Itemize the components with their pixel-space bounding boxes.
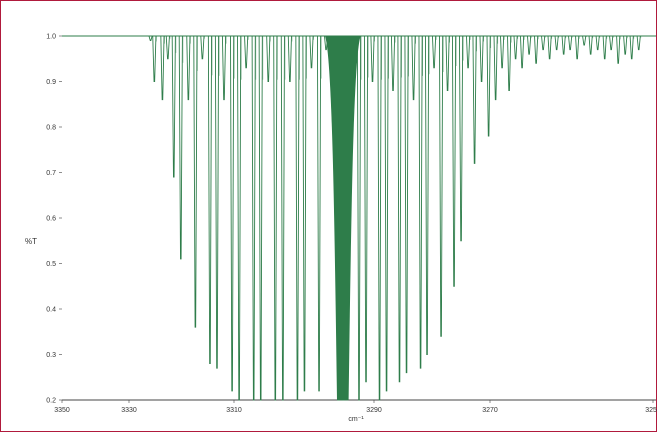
x-tick-label: 3350: [54, 407, 70, 414]
absorption-line: [266, 35, 271, 82]
y-tick-label: 0.9: [46, 79, 56, 86]
y-tick-label: 0.3: [46, 352, 56, 359]
absorption-line: [411, 35, 416, 101]
y-tick-label: 0.7: [46, 170, 56, 177]
absorption-line: [479, 35, 484, 82]
absorption-line: [295, 35, 300, 401]
absorption-line: [439, 35, 444, 337]
y-tick-label: 1.0: [46, 34, 56, 41]
absorption-line: [582, 35, 587, 46]
y-tick-label: 0.4: [46, 307, 56, 314]
x-tick-label: 3290: [366, 407, 382, 414]
x-axis-label: cm⁻¹: [348, 416, 364, 423]
y-tick-label: 0.5: [46, 261, 56, 268]
absorption-line: [152, 35, 157, 82]
absorption-line: [588, 35, 593, 55]
absorption-line: [466, 35, 471, 69]
absorption-line: [609, 35, 614, 51]
absorption-line: [193, 35, 198, 328]
absorption-line: [316, 35, 322, 392]
x-tick-label: 3310: [226, 407, 242, 414]
absorption-line: [547, 35, 552, 60]
absorption-line: [520, 35, 525, 69]
absorption-line: [230, 35, 235, 392]
absorption-line: [237, 35, 242, 401]
absorption-line: [472, 35, 477, 164]
absorption-line: [309, 35, 314, 69]
absorption-line: [171, 35, 176, 178]
absorption-line: [500, 35, 505, 69]
absorption-line: [568, 35, 573, 51]
absorption-line: [451, 35, 457, 287]
absorption-line: [251, 35, 256, 401]
absorption-line: [616, 35, 621, 64]
x-tick-label: 3270: [482, 407, 498, 414]
absorption-line: [178, 35, 183, 260]
absorption-line: [186, 35, 191, 101]
x-axis-ticks: 3350 3330 3310 3290 3270 3250: [54, 400, 657, 414]
y-axis-label: %T: [25, 237, 37, 246]
absorption-line: [629, 35, 634, 60]
absorption-line: [207, 35, 213, 365]
absorption-line: [432, 35, 437, 69]
y-tick-label: 0.2: [46, 398, 56, 405]
absorption-line: [384, 35, 389, 392]
absorption-line: [200, 35, 205, 60]
absorption-line: [513, 35, 518, 60]
absorption-line: [363, 35, 369, 383]
absorption-line: [377, 35, 382, 401]
absorption-line: [287, 35, 292, 82]
absorption-line: [356, 35, 362, 401]
absorption-line: [636, 35, 641, 51]
absorption-line: [459, 35, 464, 242]
absorption-line: [445, 35, 450, 92]
absorption-line: [424, 35, 430, 355]
absorption-line: [602, 35, 607, 60]
y-tick-label: 0.6: [46, 216, 56, 223]
absorption-line: [302, 35, 307, 392]
absorption-line: [541, 35, 546, 51]
absorption-line: [148, 35, 153, 41]
absorption-line: [575, 35, 580, 60]
absorption-line: [534, 35, 539, 64]
absorption-line: [418, 35, 423, 369]
absorption-line: [244, 35, 249, 69]
x-tick-label: 3250: [645, 407, 657, 414]
absorption-line: [595, 35, 600, 51]
absorption-line: [527, 35, 532, 55]
absorption-line: [280, 35, 285, 401]
saturated-absorption-band: [324, 35, 361, 401]
absorption-line: [258, 35, 263, 401]
absorption-line: [370, 35, 375, 82]
absorption-line: [214, 35, 220, 369]
absorption-line: [397, 35, 402, 383]
absorption-line: [273, 35, 278, 401]
absorption-line: [493, 35, 498, 101]
y-axis-ticks: 0.2 0.3 0.4 0.5 0.6 0.7 0.8 0.9 1.0: [46, 34, 62, 405]
x-tick-label: 3330: [121, 407, 137, 414]
y-tick-label: 0.8: [46, 125, 56, 132]
absorption-line: [404, 35, 409, 374]
absorption-line: [221, 35, 227, 101]
absorption-line: [486, 35, 491, 137]
absorption-line: [554, 35, 559, 51]
absorption-line: [160, 35, 165, 101]
absorption-line: [623, 35, 628, 55]
absorption-line: [390, 35, 396, 92]
absorption-line: [507, 35, 512, 92]
absorption-line: [165, 35, 170, 60]
spectrum-series: [62, 35, 656, 401]
absorption-line: [561, 35, 566, 55]
